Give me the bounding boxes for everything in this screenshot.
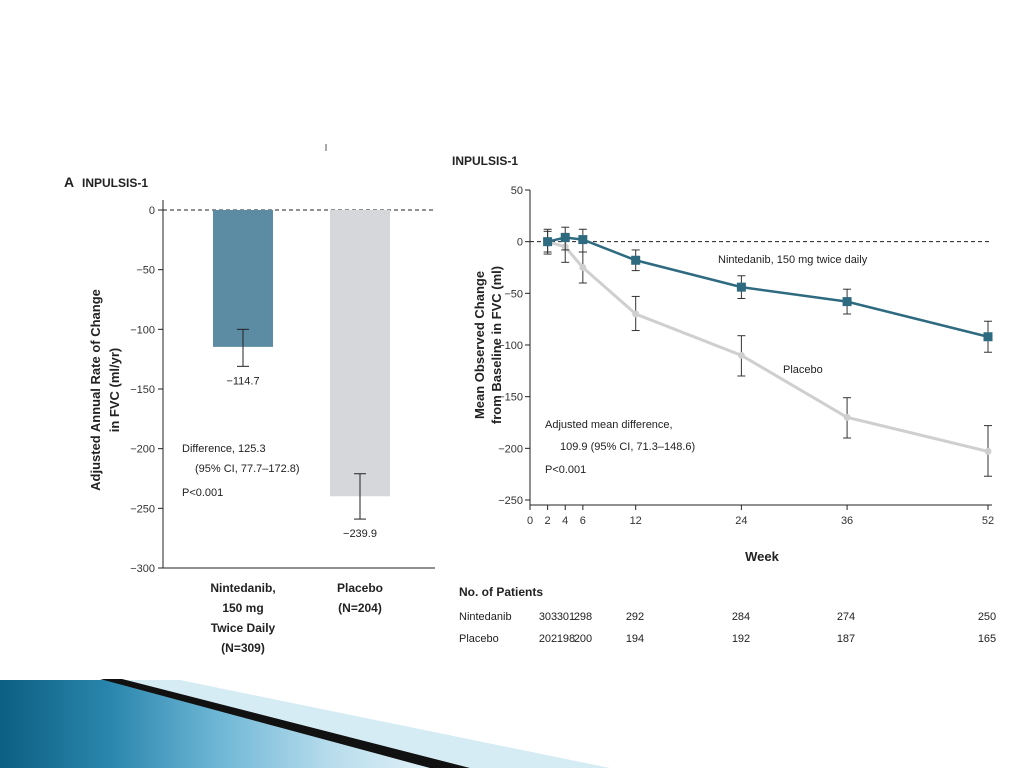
- line-x-tick-label: 52: [982, 515, 994, 527]
- bar-value-label: −239.9: [343, 528, 377, 540]
- line-x-tick-label: 0: [527, 515, 533, 527]
- bar-category-label: (N=204): [338, 601, 382, 615]
- point-nintedanib: [983, 332, 993, 342]
- bar-chart-panel: A INPULSIS-1 Adjusted Annual Rate of Cha…: [64, 174, 435, 655]
- patients-row-label-placebo: Placebo: [459, 633, 499, 645]
- banner-dark-stripe: [100, 679, 470, 768]
- patients-cell: 250: [978, 611, 996, 623]
- bar-0: [213, 210, 273, 347]
- point-nintedanib: [631, 255, 641, 265]
- bar-y-tick-label: −50: [136, 265, 155, 277]
- bar-y-tick-label: −100: [130, 324, 155, 336]
- line-y-axis-label-2: from Baseline in FVC (ml): [489, 266, 504, 424]
- bar-value-label: −114.7: [226, 375, 259, 387]
- point-nintedanib: [578, 235, 588, 245]
- point-placebo: [579, 264, 587, 271]
- bar-y-tick-label: 0: [149, 205, 155, 217]
- line-y-tick-label: −150: [498, 392, 523, 404]
- bar-y-tick-label: −300: [130, 563, 155, 575]
- point-nintedanib: [736, 282, 746, 292]
- bottom-banner: [0, 679, 610, 768]
- patients-cell: 187: [837, 633, 855, 645]
- patients-cell: 301: [557, 611, 575, 623]
- line-x-tick-label: 12: [630, 515, 642, 527]
- patients-cell: 303: [539, 611, 557, 623]
- bar-y-tick-label: −250: [130, 503, 155, 515]
- patients-cell: 292: [626, 611, 644, 623]
- series-label-nintedanib: Nintedanib, 150 mg twice daily: [718, 254, 868, 266]
- line-y-tick-label: −50: [504, 288, 523, 300]
- bar-y-tick-label: −150: [130, 384, 155, 396]
- banner-gradient: [0, 680, 440, 768]
- bar-annotation-line-1: Difference, 125.3: [182, 443, 266, 455]
- line-y-tick-label: −100: [498, 340, 523, 352]
- bar-category-label: Nintedanib,: [210, 581, 275, 595]
- bar-marks: −114.7 −239.9: [213, 210, 390, 540]
- bar-y-tick-label: −200: [130, 444, 155, 456]
- series-line-nintedanib: [547, 236, 989, 338]
- series-label-placebo: Placebo: [783, 364, 823, 376]
- patients-row-label-nintedanib: Nintedanib: [459, 611, 512, 623]
- bar-category-label: Twice Daily: [211, 621, 276, 635]
- bar-category-label: (N=309): [221, 641, 265, 655]
- point-nintedanib: [560, 233, 570, 243]
- patients-cell: 200: [574, 633, 592, 645]
- bar-category-label: Placebo: [337, 581, 383, 595]
- bar-y-axis-label-line-2: in FVC (ml/yr): [107, 348, 122, 433]
- bar-axes: 0 −50 −100 −150 −200 −250 −300: [130, 200, 435, 575]
- point-placebo: [843, 413, 851, 421]
- line-y-tick-label: −200: [498, 443, 523, 455]
- line-y-tick-label: 50: [511, 185, 523, 197]
- patients-cell: 274: [837, 611, 855, 623]
- bar-annotation-line-3: P<0.001: [182, 487, 223, 499]
- bar-1: [330, 210, 390, 497]
- line-y-tick-label: −250: [498, 495, 523, 507]
- line-chart-panel: INPULSIS-1 Mean Observed Change from Bas…: [452, 154, 996, 645]
- bar-chart-title: INPULSIS-1: [82, 176, 148, 190]
- line-y-axis-label: Mean Observed Change: [472, 271, 487, 419]
- patients-cell: 298: [574, 611, 592, 623]
- bar-panel-label: A: [64, 174, 74, 190]
- line-x-tick-label: 24: [735, 515, 747, 527]
- patients-cell: 192: [732, 633, 750, 645]
- line-x-tick-label: 2: [545, 515, 551, 527]
- point-placebo: [632, 310, 640, 318]
- patients-cell: 202: [539, 633, 557, 645]
- bar-category-label: 150 mg: [222, 601, 263, 615]
- line-annotation-line-3: P<0.001: [545, 464, 586, 476]
- point-placebo: [984, 447, 992, 455]
- line-marks: [543, 226, 993, 477]
- x-axis-label-week: Week: [745, 549, 779, 564]
- line-y-tick-label: 0: [517, 237, 523, 249]
- patients-cell: 194: [626, 633, 644, 645]
- bar-y-axis-label-line-1: Adjusted Annual Rate of Change: [88, 289, 103, 491]
- bar-y-axis-label-2: in FVC (ml/yr): [107, 348, 122, 433]
- line-x-tick-label: 6: [580, 515, 586, 527]
- point-nintedanib: [842, 297, 852, 307]
- bar-y-axis-label: Adjusted Annual Rate of Change: [88, 289, 103, 491]
- banner-light-band: [110, 680, 610, 768]
- patients-table-header: No. of Patients: [459, 585, 543, 599]
- point-placebo: [737, 351, 745, 359]
- patients-cell: 284: [732, 611, 750, 623]
- line-chart-title: INPULSIS-1: [452, 154, 518, 168]
- point-nintedanib: [543, 237, 553, 247]
- line-annotation-line-2: 109.9 (95% CI, 71.3–148.6): [560, 441, 695, 453]
- line-annotation-line-1: Adjusted mean difference,: [545, 419, 673, 431]
- line-x-tick-label: 4: [562, 515, 568, 527]
- patients-cell: 165: [978, 633, 996, 645]
- bar-category-labels: Nintedanib, 150 mg Twice Daily (N=309) Place…: [210, 581, 383, 655]
- bar-annotation-line-2: (95% CI, 77.7–172.8): [195, 463, 300, 475]
- line-x-tick-label: 36: [841, 515, 853, 527]
- patients-cell: 198: [557, 633, 575, 645]
